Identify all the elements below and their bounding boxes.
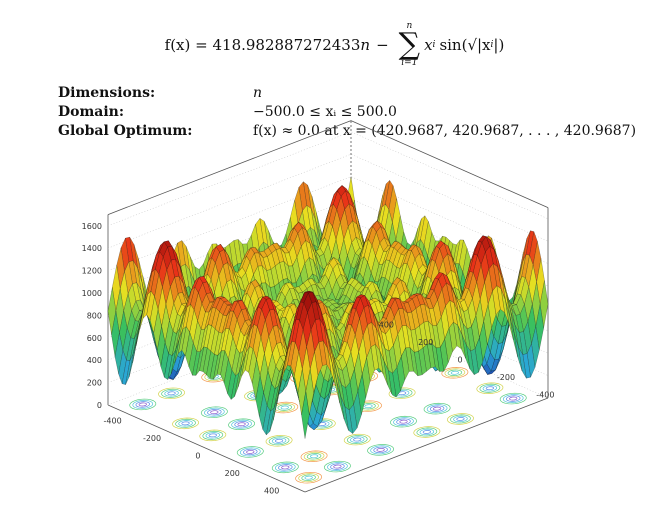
property-value: f(x) ≈ 0.0 at x = (420.9687, 420.9687, .… <box>253 123 637 139</box>
property-label: Domain: <box>58 104 125 120</box>
axis-box <box>107 120 549 493</box>
property-value: n <box>253 85 263 101</box>
z-tick-label: 1000 <box>82 289 102 298</box>
formula-sin-sub: i <box>490 40 494 50</box>
formula-term: x <box>424 36 433 54</box>
z-tick-label: 1400 <box>82 244 102 253</box>
z-tick-label: 200 <box>87 379 102 388</box>
summation-symbol: n ∑ i=1 <box>398 21 421 68</box>
axis-ticks: 0 200 400 600 800 1000 1200 1400 1600 -400 -200 0 20… <box>82 222 555 495</box>
formula-sin: sin(√|x <box>439 36 491 54</box>
z-tick-label: 0 <box>97 401 102 410</box>
x-tick-label: 200 <box>225 469 240 478</box>
property-label: Global Optimum: <box>58 123 193 139</box>
sum-lower: i=1 <box>401 58 418 68</box>
z-tick-label: 800 <box>87 311 102 320</box>
property-value: −500.0 ≤ xᵢ ≤ 500.0 <box>253 104 397 120</box>
z-tick-label: 1600 <box>82 222 102 231</box>
z-tick-label: 400 <box>87 356 102 365</box>
x-tick-label: -200 <box>143 434 161 443</box>
z-tick-label: 600 <box>87 334 102 343</box>
z-tick-label: 1200 <box>82 267 102 276</box>
y-tick-label: -200 <box>497 373 515 382</box>
x-tick-label: 400 <box>264 486 279 495</box>
formula-lhs: f(x) = 418.982887272433 <box>164 36 361 54</box>
formula-minus: − <box>376 36 389 54</box>
sum-upper: n <box>406 21 413 31</box>
y-tick-label: 400 <box>379 321 394 330</box>
formula-term-sub: i <box>432 40 436 50</box>
formula-close: |) <box>493 36 505 54</box>
y-tick-label: 200 <box>418 338 433 347</box>
x-tick-label: -400 <box>104 417 122 426</box>
property-label: Dimensions: <box>58 85 156 101</box>
x-tick-label: 0 <box>195 452 200 461</box>
surface-mesh <box>107 176 549 439</box>
y-tick-label: -400 <box>536 390 554 399</box>
y-tick-label: 0 <box>458 356 463 365</box>
formula-n: n <box>360 36 371 54</box>
